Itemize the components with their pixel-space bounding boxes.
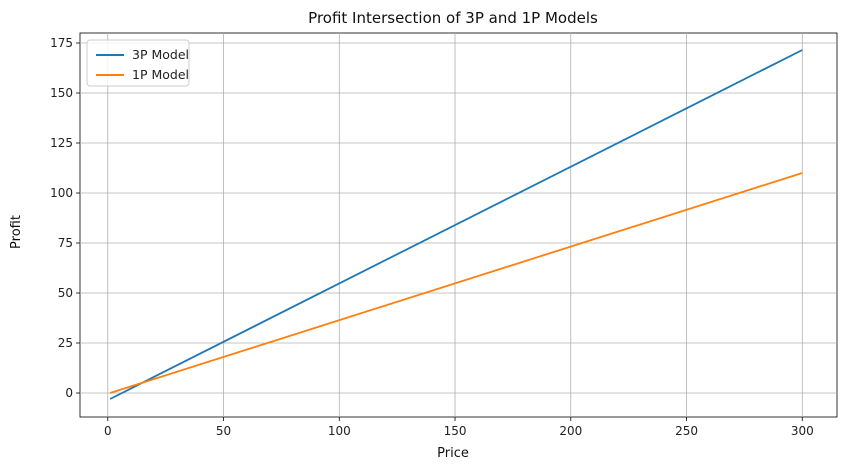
y-tick-label: 75 — [58, 236, 73, 250]
chart-title: Profit Intersection of 3P and 1P Models — [308, 9, 598, 27]
x-axis-ticks: 0 50 100 150 200 250 300 — [104, 417, 814, 438]
x-tick-label: 300 — [791, 424, 814, 438]
y-tick-label: 0 — [65, 386, 73, 400]
series-line-1p-model — [109, 172, 803, 394]
y-tick-label: 100 — [50, 186, 73, 200]
x-tick-label: 250 — [675, 424, 698, 438]
y-axis-ticks: 0 25 50 75 100 125 150 175 — [50, 36, 80, 400]
x-tick-label: 50 — [216, 424, 231, 438]
x-axis-label: Price — [437, 446, 469, 461]
y-tick-label: 50 — [58, 286, 73, 300]
x-tick-label: 0 — [104, 424, 112, 438]
y-tick-label: 150 — [50, 86, 73, 100]
x-tick-label: 200 — [559, 424, 582, 438]
legend: 3P Model 1P Model — [86, 39, 190, 87]
series-line-3p-model — [109, 49, 803, 400]
legend-label-3p: 3P Model — [132, 47, 189, 62]
series-lines — [109, 49, 803, 400]
x-tick-label: 100 — [328, 424, 351, 438]
grid — [80, 33, 837, 417]
y-tick-label: 125 — [50, 136, 73, 150]
legend-label-1p: 1P Model — [132, 67, 189, 82]
y-axis-label: Profit — [9, 215, 24, 249]
y-tick-label: 25 — [58, 336, 73, 350]
y-tick-label: 175 — [50, 36, 73, 50]
x-tick-label: 150 — [444, 424, 467, 438]
